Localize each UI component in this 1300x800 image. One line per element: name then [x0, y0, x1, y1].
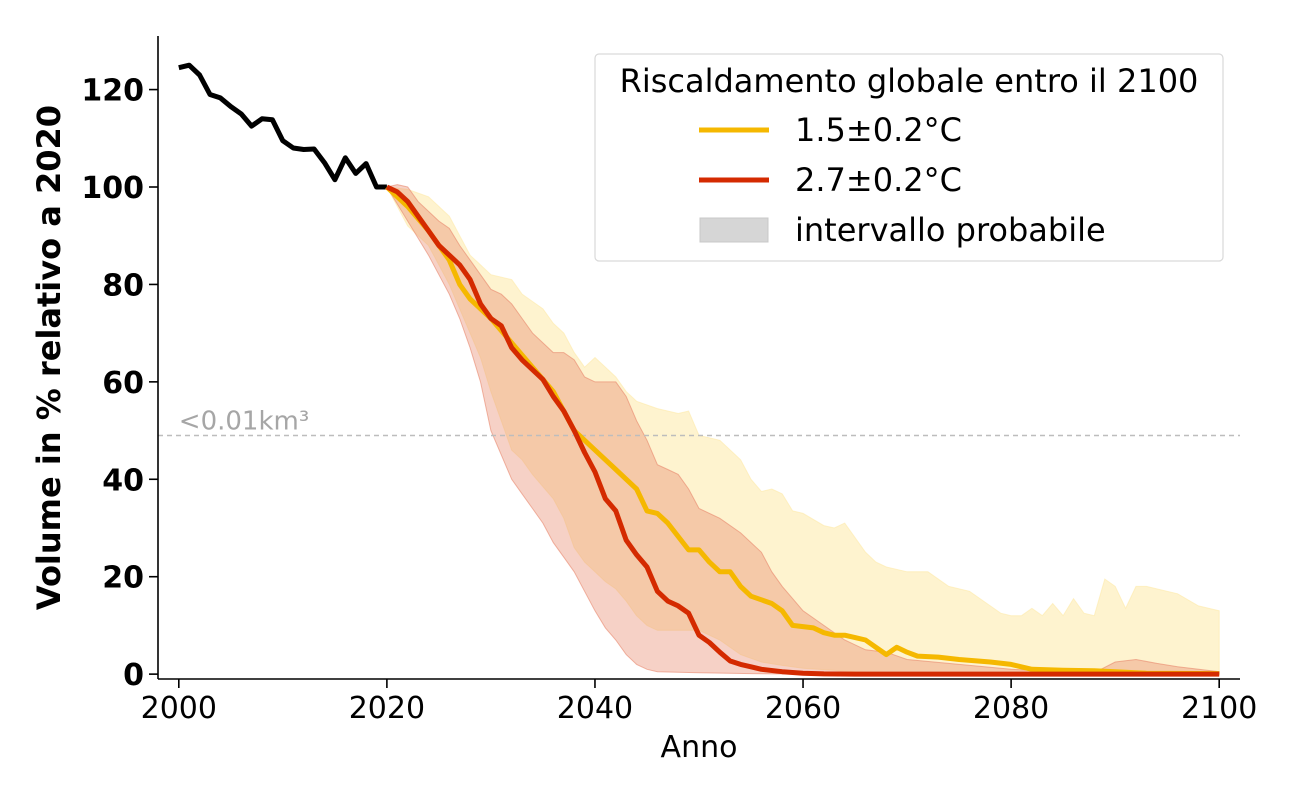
- legend-box: [594, 53, 1224, 262]
- series-lines: [178, 62, 1220, 677]
- y-tick-label: 100: [81, 171, 144, 206]
- reference-threshold-label: <0.01km³: [179, 406, 309, 436]
- x-tick-label: 2100: [1181, 691, 1257, 726]
- x-tick-label: 2060: [765, 691, 841, 726]
- legend-label-1-5c: 1.5±0.2°C: [795, 111, 962, 149]
- x-tick-label: 2000: [141, 691, 217, 726]
- y-tick-label: 120: [81, 74, 144, 109]
- x-ticks: 2000 2020 2040 2060 2080 2100: [141, 679, 1257, 726]
- y-tick-label: 80: [102, 268, 144, 303]
- x-tick-label: 2020: [349, 691, 425, 726]
- observed-line: [178, 62, 387, 190]
- likely-range-bands: [386, 184, 1220, 675]
- reference-threshold: <0.01km³: [158, 406, 1240, 436]
- legend-label-likely-range: intervallo probabile: [795, 211, 1106, 249]
- x-tick-label: 2040: [557, 691, 633, 726]
- series-line-2-7c: [385, 184, 1220, 677]
- y-ticks: 0 20 40 60 80 100 120: [81, 74, 158, 693]
- y-tick-label: 60: [102, 366, 144, 401]
- y-tick-label: 40: [102, 463, 144, 498]
- x-axis-title: Anno: [661, 730, 738, 765]
- y-axis-title: Volume in % relativo a 2020: [30, 105, 68, 610]
- y-tick-label: 0: [123, 658, 144, 693]
- legend-title: Riscaldamento globale entro il 2100: [620, 62, 1199, 100]
- y-tick-label: 20: [102, 561, 144, 596]
- band-2-7c: [386, 184, 1220, 675]
- band-1-5c: [386, 186, 1220, 675]
- legend: Riscaldamento globale entro il 2100 1.5±…: [594, 53, 1224, 262]
- x-tick-label: 2080: [973, 691, 1049, 726]
- legend-label-2-7c: 2.7±0.2°C: [795, 161, 962, 199]
- legend-swatch-likely-range: [699, 217, 769, 243]
